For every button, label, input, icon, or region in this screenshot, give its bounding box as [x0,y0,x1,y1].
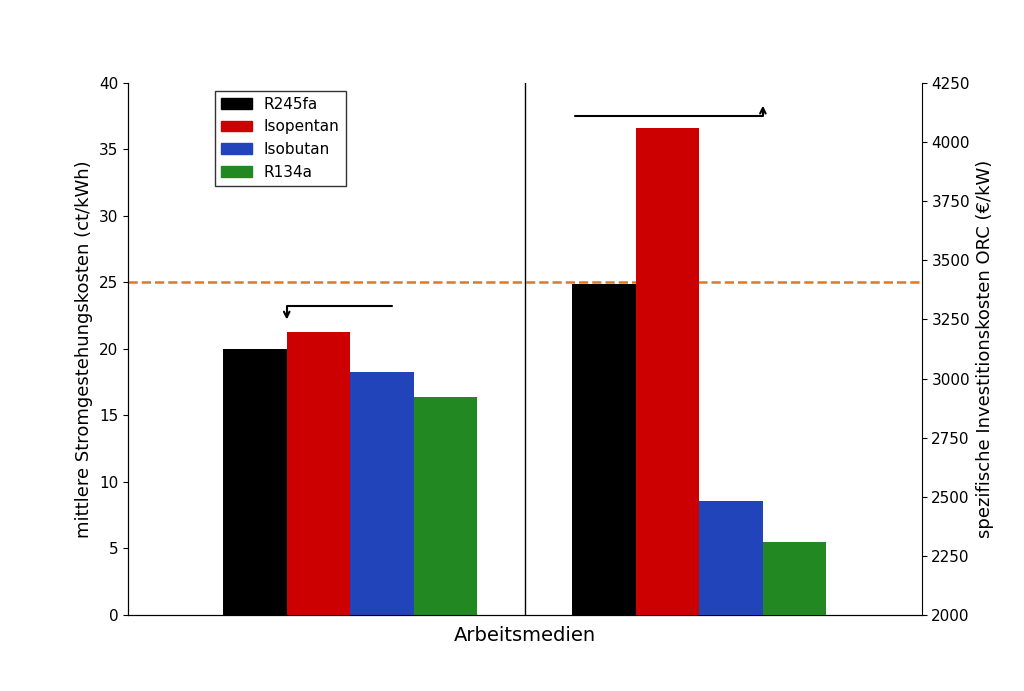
Bar [287,332,350,615]
Bar [763,542,826,615]
Y-axis label: spezifische Investitionskosten ORC (€/kW): spezifische Investitionskosten ORC (€/kW… [976,160,993,538]
Bar [699,502,763,615]
X-axis label: Arbeitsmedien: Arbeitsmedien [454,626,596,645]
Bar [223,349,287,615]
Y-axis label: mittlere Stromgestehungskosten (ct/kWh): mittlere Stromgestehungskosten (ct/kWh) [76,160,93,538]
Bar [414,397,477,615]
Legend: R245fa, Isopentan, Isobutan, R134a: R245fa, Isopentan, Isobutan, R134a [215,91,346,186]
Bar [636,128,699,615]
Bar [572,284,636,615]
Bar [350,372,414,615]
